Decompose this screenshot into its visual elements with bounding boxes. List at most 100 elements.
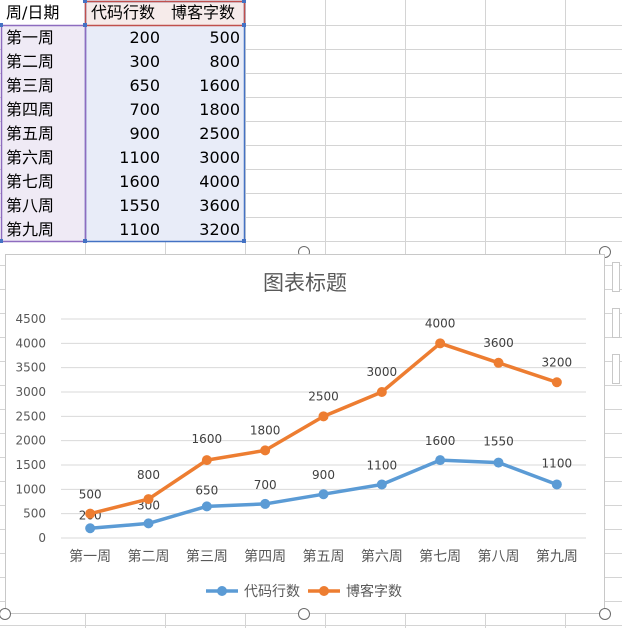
x-tick-label: 第八周 (478, 548, 520, 565)
x-tick-label: 第六周 (361, 548, 403, 565)
data-point (85, 523, 96, 534)
selected-value-range (86, 26, 244, 242)
code-lines-cell[interactable]: 1550 (119, 196, 160, 215)
range-corner-handle (242, 239, 246, 243)
selected-category-range (1, 26, 85, 242)
week-cell[interactable]: 第七周 (6, 172, 55, 191)
chart-area[interactable]: 图表标题 0 500 1000 1500 2000 2500 3000 3500 4000 4500… (5, 254, 605, 614)
y-tick-label: 0 (38, 531, 46, 545)
blog-words-cell[interactable]: 1600 (199, 76, 240, 95)
y-tick-label: 1000 (15, 482, 46, 496)
header-cell-code-lines[interactable]: 代码行数 (91, 3, 156, 22)
week-cell[interactable]: 第五周 (6, 124, 55, 143)
y-tick-label: 2000 (15, 434, 46, 448)
code-lines-cell[interactable]: 1600 (119, 172, 160, 191)
blog-words-cell[interactable]: 3000 (199, 148, 240, 167)
week-cell[interactable]: 第一周 (6, 28, 55, 47)
data-label: 3000 (367, 365, 398, 379)
y-tick-label: 500 (23, 507, 46, 521)
data-point (318, 411, 329, 422)
data-point (260, 445, 271, 456)
data-label: 1550 (483, 435, 514, 449)
data-point (493, 357, 504, 368)
resize-handle-bottom-center[interactable] (298, 608, 310, 620)
x-tick-label: 第五周 (303, 548, 345, 565)
code-lines-cell[interactable]: 650 (129, 76, 160, 95)
data-label: 1600 (192, 432, 223, 446)
week-cell[interactable]: 第三周 (6, 76, 55, 95)
y-tick-label: 3000 (15, 385, 46, 399)
y-tick-label: 4500 (15, 312, 46, 326)
x-tick-label: 第二周 (128, 548, 170, 565)
data-point (435, 338, 446, 349)
x-tick-label: 第九周 (536, 548, 578, 565)
line-chart: 图表标题 0 500 1000 1500 2000 2500 3000 3500 4000 4500… (15, 271, 586, 600)
range-corner-handle (0, 239, 3, 243)
range-corner-handle (83, 239, 87, 243)
data-label: 650 (195, 483, 218, 497)
range-corner-handle (0, 23, 3, 27)
week-cell[interactable]: 第八周 (6, 196, 55, 215)
code-lines-cell[interactable]: 200 (129, 28, 160, 47)
chart-filters-button[interactable] (612, 354, 620, 384)
data-point (201, 501, 212, 512)
chart-title: 图表标题 (263, 271, 347, 295)
x-tick-label: 第一周 (69, 548, 111, 565)
x-tick-label: 第七周 (419, 548, 461, 565)
resize-handle-bottom-left[interactable] (0, 608, 11, 620)
blog-words-cell[interactable]: 500 (209, 28, 240, 47)
x-tick-label: 第四周 (244, 548, 286, 565)
chart-elements-button[interactable] (612, 262, 620, 292)
header-cell-week[interactable]: 周/日期 (6, 3, 60, 22)
data-point (551, 377, 562, 388)
range-corner-handle (83, 23, 87, 27)
code-lines-cell[interactable]: 1100 (119, 220, 160, 239)
data-point (493, 457, 504, 468)
data-point (85, 508, 96, 519)
blog-words-cell[interactable]: 2500 (199, 124, 240, 143)
data-point (143, 518, 154, 529)
week-cell[interactable]: 第二周 (6, 52, 55, 71)
blog-words-cell[interactable]: 1800 (199, 100, 240, 119)
data-label: 900 (312, 468, 335, 482)
code-lines-cell[interactable]: 900 (129, 124, 160, 143)
code-lines-cell[interactable]: 1100 (119, 148, 160, 167)
selected-series-name-range (86, 1, 244, 25)
blog-words-cell[interactable]: 4000 (199, 172, 240, 191)
code-lines-cell[interactable]: 700 (129, 100, 160, 119)
data-point (435, 455, 446, 466)
week-cell[interactable]: 第四周 (6, 100, 55, 119)
x-tick-label: 第三周 (186, 548, 228, 565)
blog-words-cell[interactable]: 3600 (199, 196, 240, 215)
y-tick-label: 2500 (15, 409, 46, 423)
data-point (318, 489, 329, 500)
data-point (551, 479, 562, 490)
resize-handle-bottom-right[interactable] (599, 608, 611, 620)
data-point (201, 455, 212, 466)
legend-label: 博客字数 (346, 583, 402, 600)
data-point (143, 494, 154, 505)
code-lines-cell[interactable]: 300 (129, 52, 160, 71)
range-corner-handle (83, 0, 87, 3)
data-label: 1100 (542, 456, 573, 470)
legend-marker (217, 586, 227, 596)
range-corner-handle (242, 23, 246, 27)
blog-words-cell[interactable]: 800 (209, 52, 240, 71)
data-label: 700 (254, 478, 277, 492)
data-label: 1100 (367, 458, 398, 472)
week-cell[interactable]: 第六周 (6, 148, 55, 167)
blog-words-cell[interactable]: 3200 (199, 220, 240, 239)
header-cell-blog-words[interactable]: 博客字数 (171, 3, 236, 22)
data-point (376, 479, 387, 490)
legend-marker (319, 586, 329, 596)
data-label: 800 (137, 468, 160, 482)
data-point (376, 387, 387, 397)
data-label: 4000 (425, 316, 456, 330)
week-cell[interactable]: 第九周 (6, 220, 55, 239)
legend-label: 代码行数 (244, 584, 300, 600)
data-label: 500 (79, 488, 102, 502)
range-corner-handle (242, 0, 246, 3)
chart-styles-button[interactable] (612, 308, 620, 338)
data-label: 3200 (542, 355, 573, 369)
data-label: 1800 (250, 423, 281, 437)
